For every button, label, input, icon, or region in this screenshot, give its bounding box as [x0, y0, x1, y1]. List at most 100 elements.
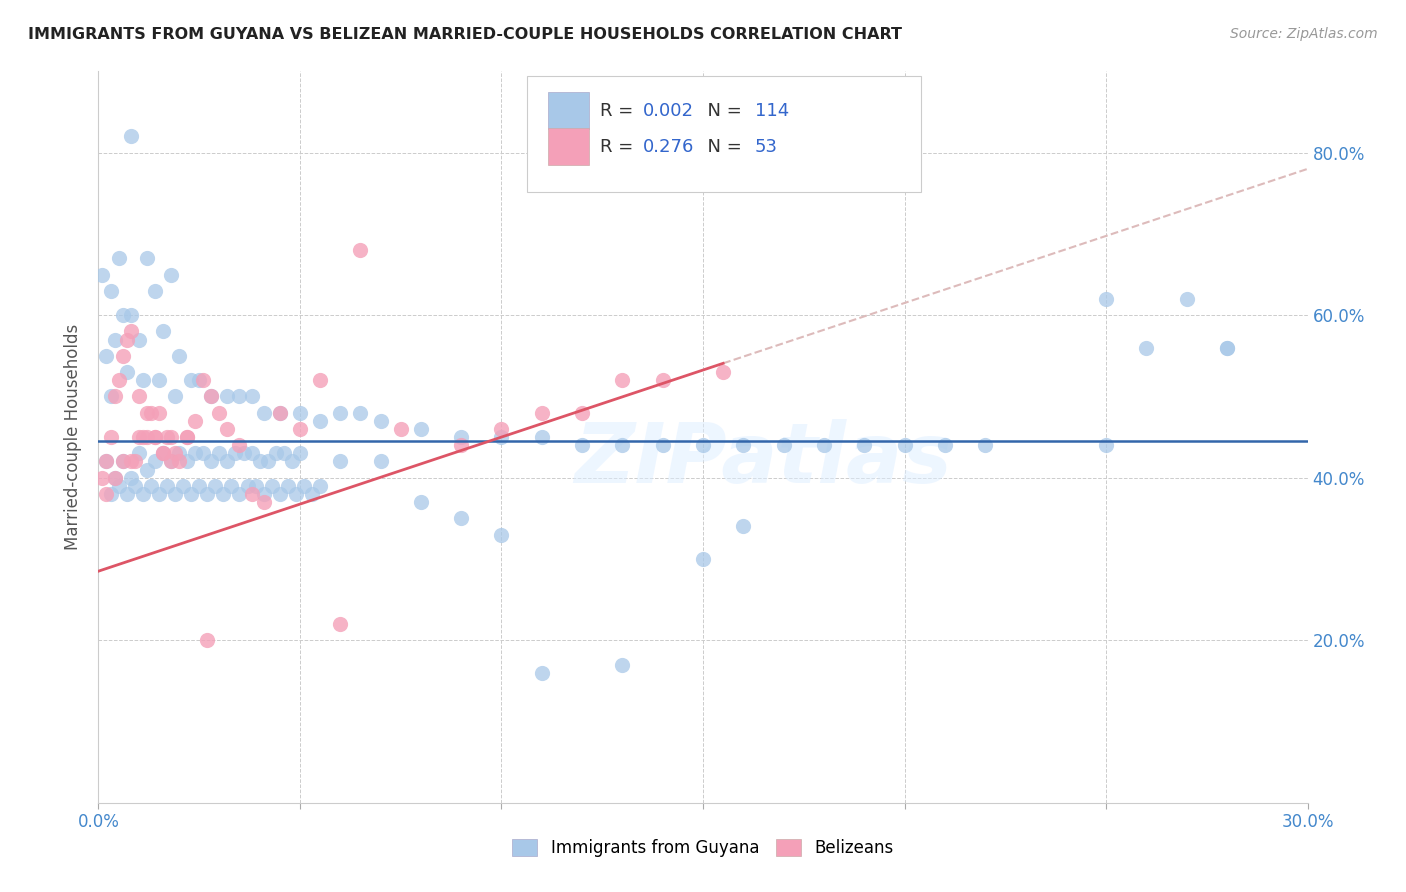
- Point: [132, 430, 155, 444]
- Point: [491, 430, 513, 444]
- Point: [370, 414, 392, 428]
- Point: [107, 373, 129, 387]
- Text: 114: 114: [755, 103, 789, 120]
- Point: [100, 487, 122, 501]
- Point: [91, 471, 114, 485]
- Point: [176, 430, 198, 444]
- Point: [100, 389, 122, 403]
- Point: [301, 487, 323, 501]
- Point: [409, 422, 432, 436]
- Text: ZIPatlas: ZIPatlas: [575, 418, 952, 500]
- Point: [193, 446, 215, 460]
- Point: [389, 422, 412, 436]
- Point: [612, 438, 634, 452]
- Point: [96, 487, 118, 501]
- Point: [103, 389, 125, 403]
- Point: [160, 268, 183, 282]
- Point: [212, 487, 235, 501]
- Point: [120, 129, 142, 144]
- Point: [143, 454, 166, 468]
- Point: [260, 479, 283, 493]
- Point: [143, 430, 166, 444]
- Point: [163, 487, 186, 501]
- Point: [128, 333, 150, 347]
- Text: 0.002: 0.002: [643, 103, 693, 120]
- Point: [264, 446, 287, 460]
- Point: [221, 479, 243, 493]
- Point: [370, 454, 392, 468]
- Point: [450, 511, 472, 525]
- Point: [111, 349, 134, 363]
- Point: [115, 365, 138, 379]
- Point: [651, 438, 673, 452]
- Text: 53: 53: [755, 138, 778, 156]
- Point: [224, 446, 246, 460]
- Point: [103, 471, 125, 485]
- Point: [893, 438, 915, 452]
- Point: [208, 406, 231, 420]
- Point: [217, 389, 239, 403]
- Point: [184, 446, 207, 460]
- Point: [160, 454, 183, 468]
- Point: [772, 438, 794, 452]
- Point: [934, 438, 956, 452]
- Point: [228, 389, 250, 403]
- Point: [195, 487, 218, 501]
- Point: [120, 325, 142, 339]
- Point: [91, 268, 114, 282]
- Point: [163, 389, 186, 403]
- Point: [172, 479, 194, 493]
- Point: [128, 389, 150, 403]
- Point: [253, 495, 276, 509]
- Point: [349, 243, 371, 257]
- Point: [115, 487, 138, 501]
- Point: [143, 284, 166, 298]
- Point: [167, 454, 190, 468]
- Text: N =: N =: [696, 103, 748, 120]
- Point: [152, 446, 174, 460]
- Point: [232, 446, 254, 460]
- Point: [309, 414, 332, 428]
- Point: [111, 454, 134, 468]
- Point: [128, 446, 150, 460]
- Point: [195, 633, 218, 648]
- Point: [204, 479, 226, 493]
- Point: [253, 487, 276, 501]
- Point: [143, 430, 166, 444]
- Point: [329, 406, 352, 420]
- Point: [273, 446, 295, 460]
- Point: [228, 438, 250, 452]
- Point: [269, 487, 291, 501]
- Point: [96, 349, 118, 363]
- Point: [409, 495, 432, 509]
- Point: [1216, 341, 1239, 355]
- Point: [100, 430, 122, 444]
- Point: [176, 430, 198, 444]
- Point: [1216, 341, 1239, 355]
- Point: [124, 479, 146, 493]
- Point: [269, 406, 291, 420]
- Point: [571, 406, 593, 420]
- Point: [193, 373, 215, 387]
- Point: [152, 446, 174, 460]
- Point: [711, 365, 734, 379]
- Text: N =: N =: [696, 138, 748, 156]
- Point: [329, 617, 352, 632]
- Point: [236, 479, 259, 493]
- Point: [103, 471, 125, 485]
- Point: [152, 325, 174, 339]
- Y-axis label: Married-couple Households: Married-couple Households: [65, 324, 83, 550]
- Point: [217, 454, 239, 468]
- Point: [309, 479, 332, 493]
- Point: [217, 422, 239, 436]
- Point: [249, 454, 271, 468]
- Point: [1095, 438, 1118, 452]
- Point: [180, 373, 202, 387]
- Point: [813, 438, 835, 452]
- Point: [107, 479, 129, 493]
- Point: [139, 406, 162, 420]
- Point: [530, 430, 553, 444]
- Point: [253, 406, 276, 420]
- Point: [152, 446, 174, 460]
- Point: [277, 479, 299, 493]
